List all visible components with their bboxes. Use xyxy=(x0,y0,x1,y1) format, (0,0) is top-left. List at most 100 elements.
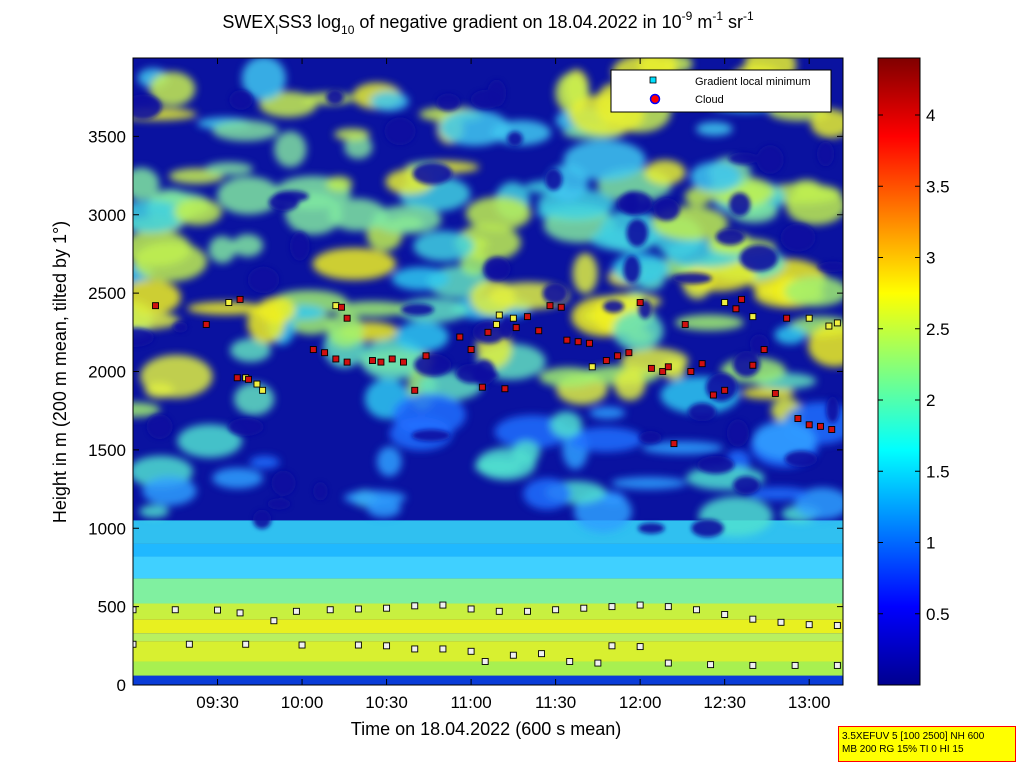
colorbar-tick-label: 1 xyxy=(926,534,935,553)
heatmap-blob xyxy=(391,266,450,291)
heatmap-blob xyxy=(617,191,653,216)
gradient-minimum-marker xyxy=(588,363,596,371)
heatmap-blob xyxy=(476,447,536,481)
heatmap-blob xyxy=(672,272,712,285)
heatmap-blob xyxy=(748,487,809,501)
cloud-marker xyxy=(721,386,729,394)
legend-label-cloud: Cloud xyxy=(695,94,724,106)
gradient-minimum-marker xyxy=(833,319,841,327)
heatmap-blob xyxy=(247,266,280,294)
legend-box xyxy=(610,69,832,113)
heatmap-blob xyxy=(334,128,370,141)
heatmap-band xyxy=(133,633,843,642)
gradient-minimum-marker xyxy=(354,605,362,613)
heatmap-blob xyxy=(173,321,188,333)
gradient-minimum-marker xyxy=(383,642,391,650)
parameter-info-box: 3.5XEFUV 5 [100 2500] NH 600 MB 200 RG 1… xyxy=(838,726,1016,762)
gradient-minimum-marker xyxy=(833,621,841,629)
heatmap-blob xyxy=(249,455,280,469)
x-tick-label: 09:30 xyxy=(196,693,239,712)
cloud-marker xyxy=(309,346,317,354)
gradient-minimum-marker xyxy=(721,611,729,618)
gradient-minimum-marker xyxy=(566,658,574,665)
heatmap-blob xyxy=(563,139,646,181)
colorbar: 0.5 1 1.5 2 2.5 3 3.5 4 xyxy=(877,57,950,686)
cloud-marker xyxy=(422,352,430,360)
cloud-marker xyxy=(709,391,717,399)
y-tick-label: 500 xyxy=(98,598,126,617)
x-tick-label: 11:00 xyxy=(450,693,491,712)
gradient-minimum-marker xyxy=(509,314,517,322)
heatmap-blob xyxy=(173,198,223,226)
heatmap-band xyxy=(133,641,843,662)
heatmap-blob xyxy=(470,89,502,109)
heatmap-blob xyxy=(684,187,712,207)
heatmap-blob xyxy=(816,141,835,167)
heatmap-blob xyxy=(697,455,735,474)
heatmap-blob xyxy=(344,135,373,159)
x-tick-label: 10:30 xyxy=(365,693,408,712)
colorbar-tick-label: 0.5 xyxy=(926,605,950,624)
cloud-marker xyxy=(321,349,329,357)
heatmap-blob xyxy=(212,467,264,489)
heatmap-blob xyxy=(728,152,758,165)
legend-marker-gradient-min xyxy=(649,76,657,84)
cloud-marker xyxy=(828,426,836,433)
gradient-minimum-marker xyxy=(664,659,672,667)
cloud-marker xyxy=(400,358,407,366)
heatmap-blob xyxy=(241,58,286,101)
gradient-minimum-marker xyxy=(383,604,391,612)
heatmap-blob xyxy=(412,162,453,185)
heatmap-blob xyxy=(372,205,442,234)
heatmap-blob xyxy=(739,244,778,272)
heatmap-blob xyxy=(538,367,598,388)
cloud-marker xyxy=(501,385,509,393)
cloud-marker xyxy=(557,303,565,311)
colorbar-tick-label: 1.5 xyxy=(926,462,950,481)
x-tick-label: 13:00 xyxy=(788,693,831,712)
heatmap-blob xyxy=(328,198,387,231)
y-tick-label: 2500 xyxy=(88,284,126,303)
heatmap-blob xyxy=(413,353,452,377)
heatmap-blob xyxy=(544,168,563,191)
heatmap-blob xyxy=(395,321,449,352)
heatmap-blob xyxy=(784,276,843,307)
gradient-minimum-marker xyxy=(523,607,531,615)
gradient-minimum-marker xyxy=(495,311,503,319)
heatmap-blob xyxy=(752,420,816,460)
heatmap-blob xyxy=(483,256,511,281)
cloud-marker xyxy=(332,355,340,363)
info-line-2: MB 200 RG 15% TI 0 HI 15 xyxy=(842,744,964,755)
cloud-marker xyxy=(478,383,486,391)
cloud-marker xyxy=(388,355,396,363)
y-axis-label: Height in m (200 m mean, tilted by 1°) xyxy=(50,221,70,523)
cloud-marker xyxy=(659,368,667,375)
cloud-marker xyxy=(636,299,644,306)
gradient-minimum-marker xyxy=(354,641,362,649)
gradient-minimum-marker xyxy=(791,661,799,669)
heatmap-blob xyxy=(208,236,236,264)
heatmap-blob xyxy=(133,94,162,120)
heatmap-blob xyxy=(688,402,717,422)
cloud-marker xyxy=(245,375,252,383)
heatmap-band xyxy=(133,556,843,579)
cloud-marker xyxy=(152,302,159,310)
heatmap-blob xyxy=(729,192,751,217)
heatmap-blob xyxy=(507,131,523,147)
heatmap-blob xyxy=(808,324,843,367)
gradient-minimum-marker xyxy=(133,640,137,648)
gradient-minimum-marker xyxy=(664,603,672,611)
heatmap-blob xyxy=(439,110,510,146)
heatmap-blob xyxy=(267,498,291,510)
heatmap-band xyxy=(133,675,843,685)
gradient-minimum-marker xyxy=(636,601,644,609)
cloud-marker xyxy=(411,386,419,394)
heatmap-blob xyxy=(233,382,275,416)
cloud-marker xyxy=(456,333,464,341)
heatmap-blob xyxy=(810,109,843,138)
gradient-minimum-marker xyxy=(707,661,715,669)
cloud-marker xyxy=(738,295,746,303)
heatmap-blob xyxy=(626,219,648,247)
heatmap-blob xyxy=(612,310,664,351)
y-tick-label: 0 xyxy=(117,676,126,695)
